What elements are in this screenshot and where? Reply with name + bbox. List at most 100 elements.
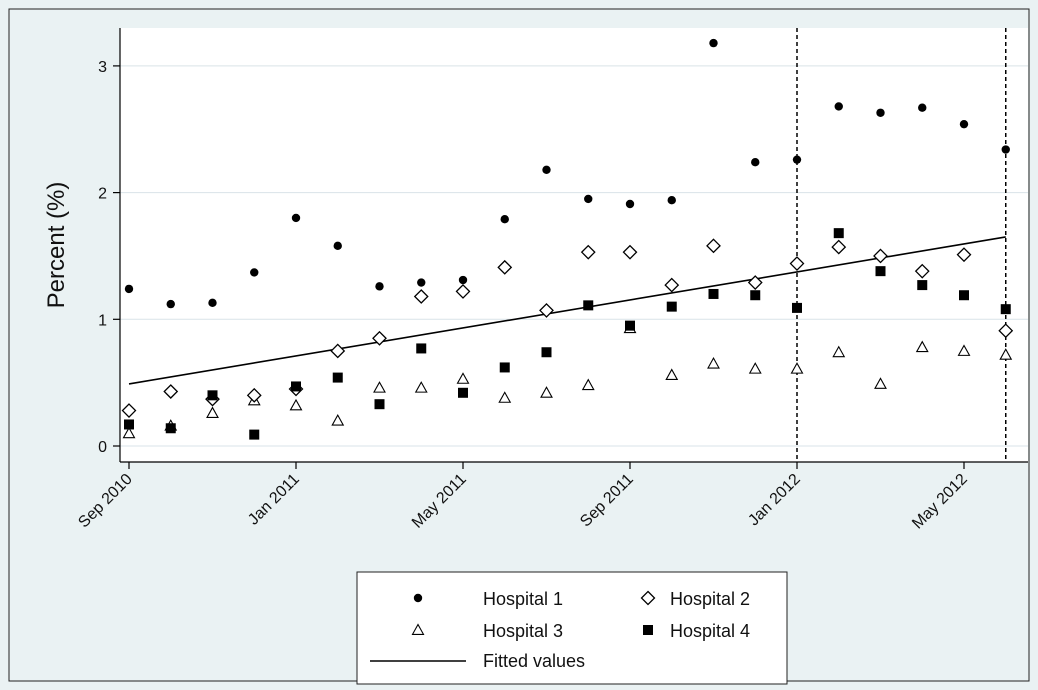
- legend-marker: [413, 593, 423, 603]
- plot-area: [120, 28, 1028, 462]
- data-point: [374, 399, 385, 410]
- data-point: [580, 244, 596, 260]
- legend-marker: [411, 623, 425, 635]
- data-point: [331, 414, 345, 426]
- data-point: [918, 103, 927, 112]
- data-point: [917, 280, 928, 291]
- data-point: [413, 289, 429, 304]
- data-point: [707, 357, 720, 369]
- data-point: [121, 403, 137, 418]
- data-point: [416, 343, 427, 354]
- data-point: [750, 290, 761, 301]
- y-tick-label: 2: [98, 186, 107, 203]
- data-point: [834, 102, 843, 111]
- data-points: [121, 38, 1014, 440]
- data-point: [583, 300, 594, 311]
- legend-box: [356, 571, 788, 685]
- data-point: [708, 288, 719, 299]
- legend-label: Hospital 2: [670, 589, 750, 609]
- data-point: [291, 213, 301, 223]
- data-point: [208, 298, 217, 308]
- data-point: [959, 119, 969, 129]
- data-point: [372, 330, 387, 346]
- reference-lines: [796, 28, 1007, 462]
- data-point: [497, 259, 513, 275]
- legend-label: Hospital 1: [483, 589, 563, 609]
- data-point: [874, 377, 887, 389]
- data-point: [625, 199, 635, 209]
- data-point: [706, 238, 721, 254]
- data-point: [751, 157, 760, 167]
- data-point: [959, 290, 969, 301]
- data-point: [998, 323, 1014, 339]
- legend-label: Hospital 4: [670, 621, 750, 641]
- y-tick-label: 3: [98, 59, 107, 76]
- y-axis-title: Percent (%): [43, 182, 70, 309]
- data-point: [456, 372, 470, 384]
- data-point: [289, 398, 303, 411]
- data-point: [417, 278, 426, 287]
- data-point: [747, 275, 763, 290]
- data-point: [792, 155, 802, 164]
- data-point: [499, 362, 510, 373]
- data-point: [540, 386, 553, 398]
- data-point: [542, 165, 551, 174]
- legend-label: Fitted values: [483, 651, 585, 671]
- data-point: [122, 426, 136, 439]
- data-point: [873, 248, 888, 264]
- data-point: [165, 423, 176, 434]
- data-point: [124, 419, 134, 430]
- data-point: [667, 196, 676, 205]
- legend-label: Hospital 3: [483, 621, 563, 641]
- data-point: [166, 299, 175, 309]
- data-point: [875, 266, 886, 277]
- legend: Hospital 1 Hospital 2 Hospital 3 Hospital 4…: [356, 571, 788, 685]
- data-point: [792, 302, 802, 313]
- data-point: [957, 344, 971, 356]
- fitted-line-group: [128, 236, 1006, 385]
- data-point: [581, 378, 595, 391]
- data-point: [333, 241, 342, 251]
- data-point: [831, 239, 847, 255]
- data-point: [956, 247, 972, 263]
- data-point: [1001, 145, 1010, 154]
- data-point: [250, 268, 259, 277]
- data-point: [500, 215, 509, 224]
- data-point: [207, 390, 218, 401]
- data-point: [458, 387, 468, 398]
- data-point: [833, 228, 844, 239]
- series-hospital-4: [124, 228, 1011, 440]
- data-point: [665, 368, 679, 380]
- data-point: [584, 194, 593, 204]
- data-point: [748, 362, 762, 374]
- data-point: [375, 282, 384, 291]
- data-point: [539, 303, 554, 318]
- data-point: [915, 340, 929, 353]
- data-point: [163, 384, 179, 399]
- legend-marker: [643, 625, 653, 635]
- data-point: [832, 345, 846, 358]
- data-point: [330, 343, 346, 359]
- data-point: [541, 347, 552, 358]
- data-point: [414, 381, 428, 393]
- data-point: [373, 381, 386, 393]
- data-point: [709, 38, 718, 48]
- data-point: [622, 244, 638, 260]
- data-point: [206, 406, 219, 419]
- data-point: [291, 381, 301, 392]
- data-point: [498, 391, 512, 403]
- data-point: [666, 301, 677, 312]
- data-point: [124, 284, 134, 294]
- data-point: [790, 362, 804, 374]
- data-point: [999, 348, 1013, 360]
- data-point: [625, 320, 635, 331]
- series-hospital-1: [124, 38, 1010, 309]
- data-point: [914, 263, 930, 279]
- data-point: [1000, 304, 1011, 315]
- data-point: [789, 256, 805, 271]
- data-point: [246, 387, 262, 403]
- grid-lines: [120, 65, 1028, 447]
- fitted-line: [128, 236, 1006, 385]
